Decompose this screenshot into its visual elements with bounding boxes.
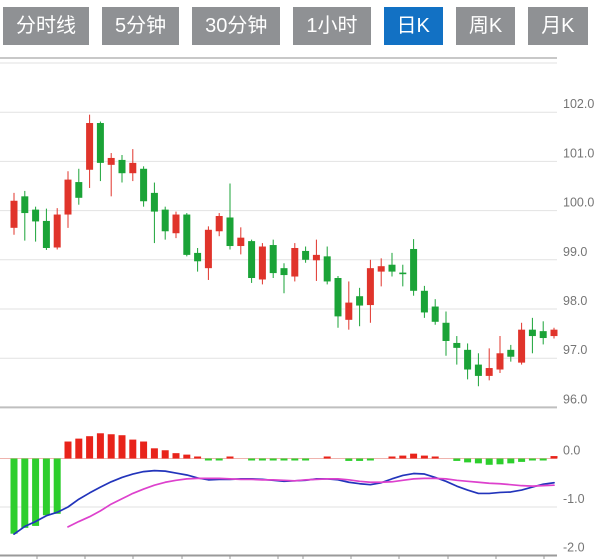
macd-dea-line [67, 477, 555, 528]
svg-text:96.0: 96.0 [563, 392, 587, 406]
macd-panel [10, 433, 558, 536]
tab-monthly-k[interactable]: 月K [528, 7, 588, 45]
svg-text:99.0: 99.0 [563, 245, 587, 259]
svg-text:101.0: 101.0 [563, 146, 594, 160]
tab-daily-k[interactable]: 日K [383, 7, 443, 45]
svg-text:100.0: 100.0 [563, 196, 594, 210]
svg-text:98.0: 98.0 [563, 294, 587, 308]
axis-labels: 102.0 101.0 100.0 99.0 98.0 97.0 96.0 0.0 -1.0 -2… [563, 97, 594, 554]
svg-text:102.0: 102.0 [563, 97, 594, 111]
period-tabbar: 分时线 5分钟 30分钟 1小时 日K 周K 月K [3, 7, 588, 45]
tab-5min[interactable]: 5分钟 [102, 7, 180, 45]
candles [10, 114, 558, 387]
svg-text:97.0: 97.0 [563, 343, 587, 357]
svg-text:0.0: 0.0 [563, 444, 580, 458]
tab-timeline[interactable]: 分时线 [3, 7, 89, 45]
tab-1hour[interactable]: 1小时 [293, 7, 371, 45]
gridlines [0, 57, 557, 559]
svg-text:-2.0: -2.0 [563, 541, 585, 555]
macd-dif-line [13, 469, 555, 536]
svg-text:-1.0: -1.0 [563, 492, 585, 506]
tab-weekly-k[interactable]: 周K [455, 7, 516, 45]
tab-30min[interactable]: 30分钟 [192, 7, 281, 45]
